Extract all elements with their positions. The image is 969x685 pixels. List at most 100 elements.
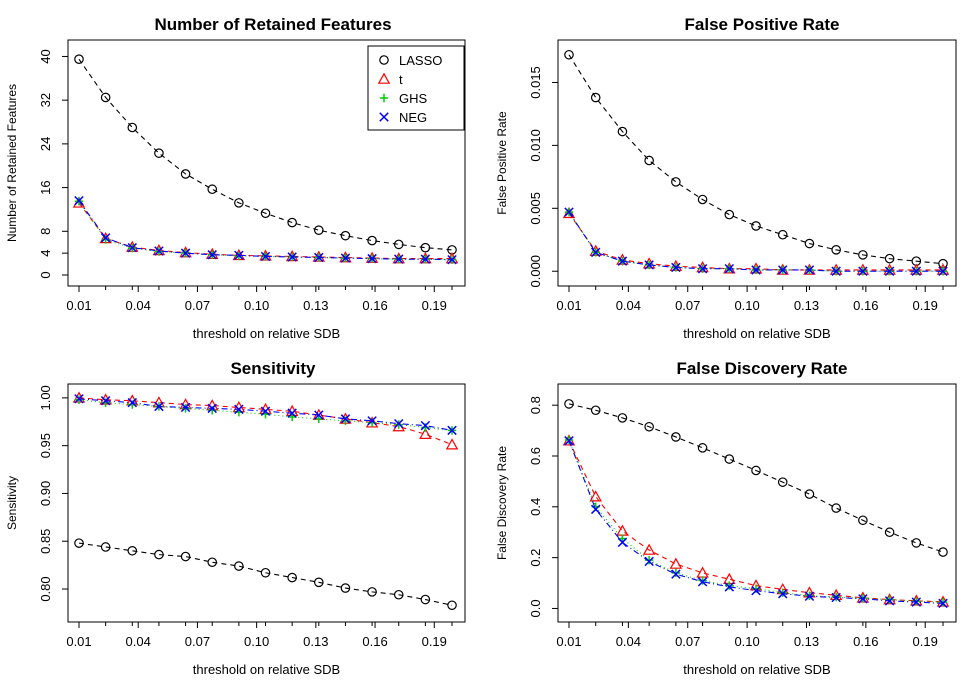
y-tick-label: 0.0	[528, 599, 543, 617]
x-tick-label: 0.10	[734, 634, 759, 649]
data-point-neg	[260, 406, 271, 416]
data-point-neg	[447, 425, 457, 436]
legend-marker-ghs	[379, 93, 389, 103]
series-line-lasso	[568, 403, 944, 553]
data-point-neg	[724, 582, 735, 592]
x-tick-label: 0.16	[853, 298, 878, 313]
x-axis-label: threshold on relative SDB	[193, 662, 340, 677]
data-point-lasso	[697, 194, 708, 205]
data-point-lasso	[777, 229, 788, 240]
data-point-neg	[858, 594, 868, 604]
series-line-lasso	[78, 542, 453, 606]
data-point-neg	[74, 195, 84, 206]
data-point-neg	[671, 569, 681, 579]
plot-frame	[557, 383, 957, 623]
x-tick-label: 0.04	[126, 634, 151, 649]
x-axis-label: threshold on relative SDB	[683, 662, 830, 677]
data-point-neg	[420, 420, 431, 431]
data-point-lasso	[260, 567, 271, 578]
y-axis-label: Number of Retained Features	[5, 84, 19, 242]
data-point-ghs	[725, 581, 734, 590]
data-point-t	[562, 206, 576, 219]
data-point-lasso	[127, 122, 138, 133]
data-point-lasso	[393, 239, 404, 250]
legend-label: LASSO	[399, 53, 442, 68]
plot-frame	[557, 39, 957, 287]
x-tick-label: 0.01	[556, 634, 581, 649]
data-point-lasso	[590, 92, 601, 103]
data-point-lasso	[287, 217, 297, 228]
x-tick-label: 0.19	[913, 634, 938, 649]
y-tick-label: 32	[38, 93, 53, 107]
y-tick-label: 0.015	[528, 66, 543, 99]
data-point-lasso	[100, 92, 111, 103]
data-point-neg	[367, 253, 377, 264]
data-point-lasso	[154, 549, 164, 560]
data-point-neg	[127, 397, 138, 408]
data-point-neg	[447, 254, 457, 265]
data-point-t	[669, 557, 683, 569]
y-tick-label: 0.80	[38, 576, 53, 601]
data-point-neg	[154, 401, 164, 412]
data-point-lasso	[724, 209, 735, 220]
data-point-neg	[777, 588, 788, 599]
data-point-neg	[884, 266, 895, 276]
data-point-lasso	[590, 405, 601, 416]
series-line-lasso	[78, 58, 453, 251]
y-tick-label: 0.000	[528, 255, 543, 288]
data-point-neg	[590, 247, 601, 258]
x-axis-label: threshold on relative SDB	[193, 326, 340, 341]
data-point-lasso	[154, 148, 164, 158]
plot-frame	[67, 383, 466, 623]
y-tick-label: 0.005	[528, 192, 543, 225]
y-tick-label: 0	[38, 271, 53, 278]
series-line-neg	[568, 440, 944, 604]
data-point-neg	[394, 254, 404, 264]
legend-label: t	[399, 72, 403, 87]
data-point-lasso	[804, 238, 815, 249]
data-point-lasso	[858, 515, 868, 526]
data-point-neg	[911, 597, 922, 607]
x-tick-label: 0.04	[616, 298, 641, 313]
plot-frame	[67, 39, 466, 287]
y-tick-label: 8	[38, 228, 53, 235]
data-point-neg	[340, 414, 351, 424]
x-tick-label: 0.19	[422, 634, 447, 649]
legend-marker-lasso	[379, 55, 389, 65]
data-point-lasso	[564, 399, 574, 409]
data-point-lasso	[858, 250, 868, 260]
x-tick-label: 0.07	[185, 298, 210, 313]
x-tick-label: 0.16	[362, 298, 387, 313]
x-tick-label: 0.16	[362, 634, 387, 649]
data-point-lasso	[207, 557, 218, 568]
series-line-neg	[78, 200, 453, 261]
data-point-neg	[751, 265, 761, 275]
data-point-lasso	[367, 587, 377, 597]
data-point-neg	[724, 263, 735, 274]
data-point-t	[696, 566, 709, 578]
legend-label: GHS	[399, 91, 428, 106]
data-point-lasso	[367, 235, 377, 246]
data-point-lasso	[671, 432, 681, 442]
data-point-neg	[100, 233, 111, 243]
x-tick-label: 0.07	[675, 634, 700, 649]
data-point-t	[445, 438, 459, 450]
data-point-t	[589, 490, 602, 502]
data-point-neg	[180, 402, 191, 413]
y-tick-label: 0.010	[528, 129, 543, 162]
data-point-ghs	[671, 568, 681, 578]
data-point-neg	[180, 248, 191, 258]
data-point-ghs	[101, 235, 110, 244]
data-point-neg	[804, 591, 815, 601]
y-tick-label: 0.6	[528, 447, 543, 465]
x-tick-label: 0.19	[913, 298, 938, 313]
y-tick-label: 24	[38, 137, 53, 151]
data-point-neg	[777, 265, 788, 275]
data-point-neg	[260, 251, 271, 262]
y-tick-label: 40	[38, 49, 53, 63]
chart-title: False Positive Rate	[685, 15, 840, 34]
data-point-lasso	[777, 477, 788, 487]
data-point-neg	[287, 252, 297, 262]
y-axis-label: False Positive Rate	[495, 111, 509, 215]
data-point-neg	[287, 408, 297, 418]
